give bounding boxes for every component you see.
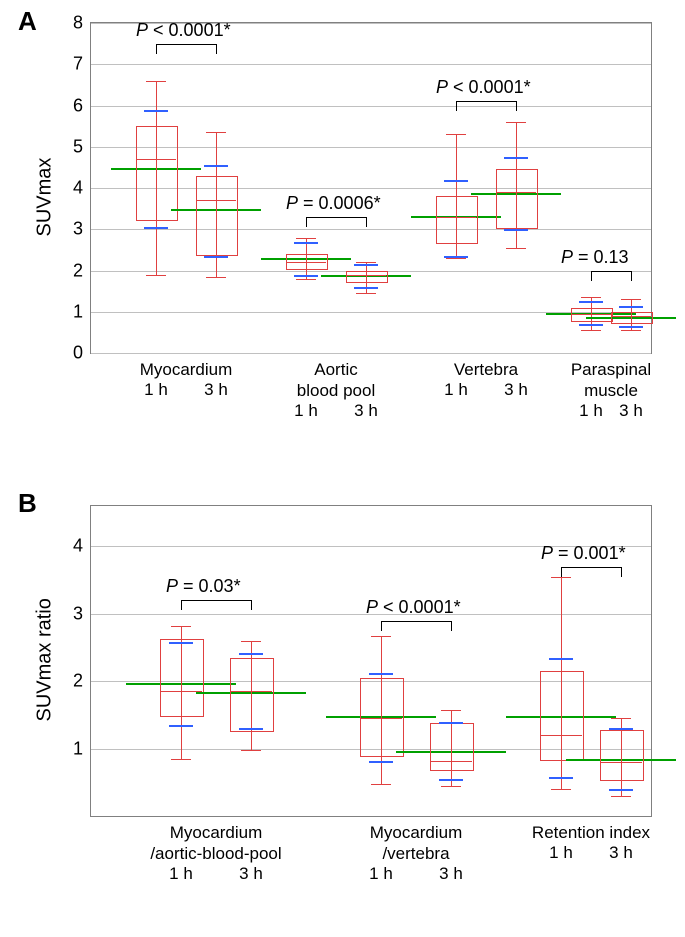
box bbox=[540, 671, 584, 761]
whisker-cap bbox=[551, 577, 571, 578]
x-sub-label: 1 h bbox=[361, 864, 401, 884]
ytick-label: 4 bbox=[73, 536, 83, 557]
ytick-label: 3 bbox=[73, 603, 83, 624]
ytick-label: 1 bbox=[73, 738, 83, 759]
blue-tick bbox=[549, 658, 573, 660]
x-sub-label: 3 h bbox=[601, 843, 641, 863]
panel-b: B SUVmax ratio 1234P = 0.03*Myocardium/a… bbox=[0, 0, 685, 470]
x-sub-label: 1 h bbox=[161, 864, 201, 884]
blue-tick bbox=[609, 728, 633, 730]
panel-b-ylabel: SUVmax ratio bbox=[34, 592, 57, 722]
x-sub-label: 3 h bbox=[431, 864, 471, 884]
x-category-label: Myocardium/vertebra bbox=[346, 822, 486, 865]
median-line bbox=[540, 735, 582, 736]
sig-label: P = 0.001* bbox=[541, 543, 626, 564]
blue-tick bbox=[609, 789, 633, 791]
x-sub-label: 1 h bbox=[541, 843, 581, 863]
whisker-cap bbox=[611, 718, 631, 719]
figure: A SUVmax 012345678P < 0.0001*Myocardium1… bbox=[0, 0, 685, 937]
x-sub-label: 3 h bbox=[231, 864, 271, 884]
whisker-cap bbox=[611, 796, 631, 797]
blue-tick bbox=[549, 777, 573, 779]
ytick-label: 2 bbox=[73, 671, 83, 692]
panel-b-label: B bbox=[18, 488, 37, 519]
x-category-label: Retention index bbox=[521, 822, 661, 843]
whisker-cap bbox=[551, 789, 571, 790]
median-line bbox=[600, 762, 642, 763]
x-category-label: Myocardium/aortic-blood-pool bbox=[146, 822, 286, 865]
panel-b-plot: 1234P = 0.03*Myocardium/aortic-blood-poo… bbox=[90, 505, 652, 817]
box bbox=[600, 730, 644, 781]
